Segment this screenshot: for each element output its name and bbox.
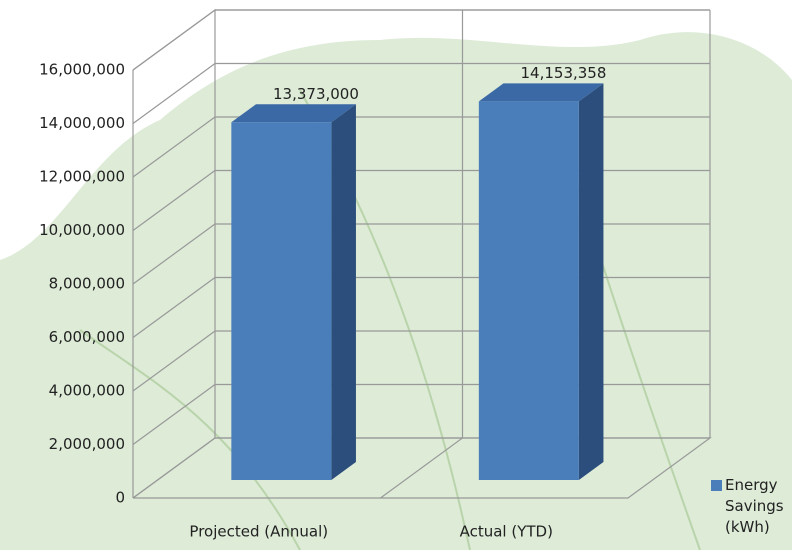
y-tick-label: 4,000,000 — [49, 382, 125, 400]
bar — [231, 122, 332, 480]
legend-swatch — [711, 480, 722, 491]
bar-side — [331, 104, 356, 480]
bar-side — [578, 83, 604, 480]
legend-label: Energy Savings (kWh) — [725, 476, 784, 536]
y-tick-label: 14,000,000 — [39, 114, 125, 132]
y-tick-label: 16,000,000 — [39, 61, 125, 79]
y-tick-label: 2,000,000 — [49, 435, 125, 453]
y-tick-label: 6,000,000 — [49, 328, 125, 346]
x-tick-label: Projected (Annual) — [189, 523, 328, 541]
legend: Energy Savings (kWh) — [711, 475, 791, 538]
y-tick-label: 0 — [115, 489, 125, 507]
y-tick-label: 8,000,000 — [49, 275, 125, 293]
y-tick-label: 12,000,000 — [39, 168, 125, 186]
grid-line — [132, 9, 710, 71]
bar-top — [478, 83, 604, 102]
x-tick-label: Actual (YTD) — [460, 523, 553, 541]
bar — [478, 101, 579, 480]
data-label: 13,373,000 — [273, 85, 359, 103]
y-tick-label: 10,000,000 — [39, 221, 125, 239]
data-label: 14,153,358 — [521, 64, 607, 82]
bar-top — [231, 104, 356, 123]
grid-line — [132, 62, 710, 124]
